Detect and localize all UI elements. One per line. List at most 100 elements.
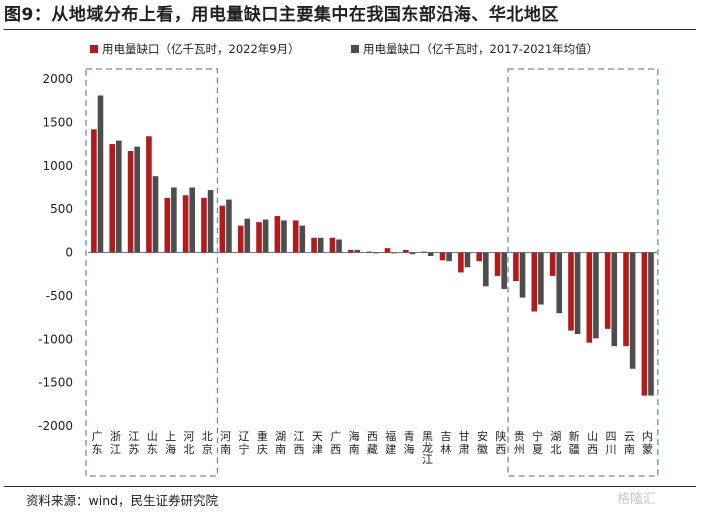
y-tick-label: -2000 [38,419,73,433]
x-category-label: 吉林 [440,430,451,456]
bar-2022 [164,197,171,253]
bar-2022 [256,222,262,253]
bar-2022 [292,220,299,253]
bar-2022 [384,248,391,253]
bar-avg [409,252,416,255]
bar-2022 [568,252,574,331]
bar-avg [648,252,654,396]
x-category-label: 安徽 [477,429,488,456]
x-category-label: 山东 [147,430,158,456]
legend-label-avg: 用电量缺口（亿千瓦时，2017-2021年均值） [363,42,598,56]
legend-swatch-avg [351,45,359,53]
bar-2022 [494,252,501,276]
bar-avg [519,252,526,298]
bar-avg [152,176,159,253]
bar-2022 [586,252,593,343]
x-category-label: 新疆 [569,429,580,456]
footer-divider [4,486,696,487]
bar-avg [281,220,287,253]
bar-2022 [641,252,648,396]
bar-2022 [623,252,629,347]
bar-avg [501,252,507,289]
bar-2022 [329,237,336,253]
x-category-label: 河南 [220,430,231,456]
bar-chart: 用电量缺口（亿千瓦时，2022年9月） 用电量缺口（亿千瓦时，2017-2021… [38,42,659,477]
bar-avg [226,199,232,253]
bar-avg [262,219,269,253]
bar-avg [629,252,636,369]
y-tick-label: 500 [50,202,73,216]
x-category-label: 贵州 [514,430,525,456]
bar-2022 [109,144,116,253]
x-category-label: 四川 [605,430,616,456]
bar-2022 [549,252,556,276]
bar-avg [593,252,599,339]
highlight-box-1 [85,68,219,477]
x-axis-labels: 广东浙江江苏山东上海河北北京河南辽宁重庆湖南江西天津广西海南西藏福建青海黑龙江吉… [92,429,653,466]
x-category-label: 陕西 [495,429,506,456]
y-tick-label: -500 [46,289,73,303]
bar-2022 [91,129,97,253]
y-tick-label: -1000 [38,332,73,346]
bar-avg [116,140,122,253]
source-note: 资料来源：wind，民生证券研究院 [26,493,219,508]
x-category-label: 内蒙 [642,429,653,456]
x-category-label: 黑龙江 [422,430,433,466]
bar-avg [244,218,251,253]
y-tick-label: 0 [65,246,73,260]
y-tick-label: 2000 [42,72,73,86]
legend-swatch-2022 [90,45,98,53]
bar-avg [207,190,214,253]
bar-2022 [366,251,372,253]
x-category-label: 山西 [587,430,598,456]
highlight-box-2 [507,68,659,477]
bar-avg [97,95,104,253]
bar-2022 [127,151,134,253]
bar-2022 [421,251,427,253]
x-category-label: 青海 [404,430,415,456]
x-category-label: 浙江 [110,430,121,456]
x-category-label: 江西 [294,430,305,456]
bar-avg [464,252,471,268]
x-category-label: 重庆 [257,429,268,456]
bar-avg [574,252,581,335]
bar-2022 [439,252,446,261]
bar-avg [391,252,397,254]
bar-avg [556,252,563,314]
title-divider [4,29,696,30]
x-category-label: 广东 [92,430,103,456]
bar-avg [538,252,544,305]
bar-2022 [311,237,317,253]
bars [91,95,654,396]
bar-2022 [219,205,226,253]
x-category-label: 西藏 [367,430,378,456]
bar-avg [299,225,306,253]
bar-avg [483,252,489,287]
bar-avg [317,237,324,253]
y-tick-label: -1500 [38,376,73,390]
x-category-label: 海南 [349,429,360,456]
y-tick-label: 1500 [42,115,73,129]
x-category-label: 福建 [385,429,396,456]
chart-legend: 用电量缺口（亿千瓦时，2022年9月） 用电量缺口（亿千瓦时，2017-2021… [90,42,598,56]
x-category-label: 广西 [330,430,341,456]
bar-2022 [146,136,152,253]
bar-2022 [403,249,409,253]
y-axis: 2000 1500 1000 500 0 -500 -1000 -1500 -2000 [38,72,73,433]
bar-avg [171,187,177,253]
bar-2022 [347,249,354,253]
watermark: 格隆汇 [617,492,657,507]
x-category-label: 上海 [165,430,176,456]
bar-2022 [237,225,244,253]
x-category-label: 湖南 [275,430,286,456]
x-category-label: 辽宁 [238,430,249,456]
bar-avg [134,146,140,253]
bar-2022 [458,252,464,273]
x-category-label: 天津 [312,430,323,456]
highlight-boxes [85,68,659,477]
x-category-label: 甘肃 [459,430,470,456]
x-category-label: 云南 [624,430,635,456]
bar-avg [336,239,342,253]
bar-2022 [201,197,207,253]
bar-avg [446,252,452,262]
